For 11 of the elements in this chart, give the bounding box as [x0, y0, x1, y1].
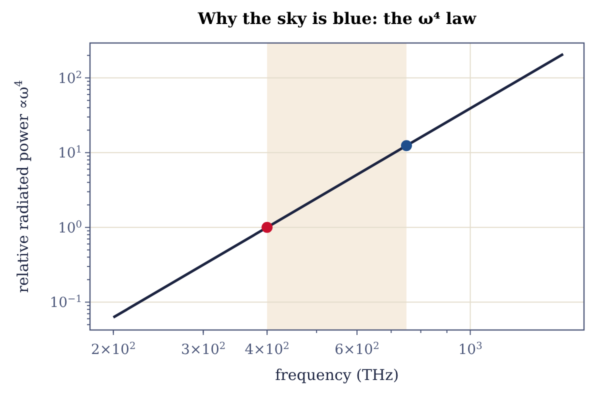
x-tick-label: 3×10$^{2}$ [180, 340, 226, 358]
y-tick-label: 10$^{2}$ [58, 69, 82, 87]
y-tick-label: 10$^{0}$ [58, 218, 82, 236]
chart-title: Why the sky is blue: the ω⁴ law [196, 9, 478, 28]
x-tick-label: 4×10$^{2}$ [244, 340, 290, 358]
y-tick-label: 10$^{1}$ [58, 144, 82, 162]
x-axis-title: frequency (THz) [275, 366, 399, 384]
y-tick-label: 10$^{−1}$ [50, 294, 82, 312]
x-tick-label: 6×10$^{2}$ [334, 340, 380, 358]
x-tick-label: 2×10$^{2}$ [91, 340, 136, 358]
x-tick-label: 10$^{3}$ [458, 340, 482, 358]
